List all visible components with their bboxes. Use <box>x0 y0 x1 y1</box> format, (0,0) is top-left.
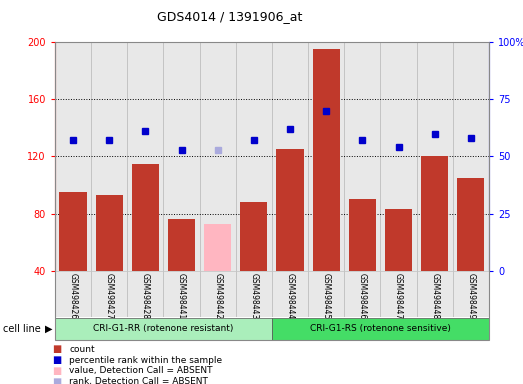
Text: value, Detection Call = ABSENT: value, Detection Call = ABSENT <box>69 366 212 376</box>
Bar <box>163 42 200 271</box>
Bar <box>91 42 127 271</box>
Bar <box>200 42 236 271</box>
Bar <box>55 318 272 340</box>
Bar <box>349 199 376 271</box>
Text: CRI-G1-RR (rotenone resistant): CRI-G1-RR (rotenone resistant) <box>93 324 234 333</box>
Text: GSM498427: GSM498427 <box>105 273 113 319</box>
Bar <box>236 42 272 271</box>
Bar <box>272 318 489 340</box>
Text: ■: ■ <box>52 344 62 354</box>
Text: percentile rank within the sample: percentile rank within the sample <box>69 356 222 365</box>
Bar <box>457 178 484 271</box>
Bar <box>380 42 417 271</box>
Text: ■: ■ <box>52 377 62 384</box>
Bar <box>204 223 231 271</box>
Text: GSM498444: GSM498444 <box>286 273 294 319</box>
Bar <box>60 192 87 271</box>
Bar <box>417 271 453 317</box>
Bar <box>344 42 380 271</box>
Text: ■: ■ <box>52 366 62 376</box>
Text: GSM498445: GSM498445 <box>322 273 331 319</box>
Bar <box>277 149 304 271</box>
Text: GSM498442: GSM498442 <box>213 273 222 319</box>
Text: rank, Detection Call = ABSENT: rank, Detection Call = ABSENT <box>69 377 208 384</box>
Bar <box>272 271 308 317</box>
Bar <box>417 42 453 271</box>
Bar <box>127 42 163 271</box>
Text: ■: ■ <box>52 355 62 365</box>
Bar <box>200 271 236 317</box>
Bar <box>453 42 489 271</box>
Text: GSM498428: GSM498428 <box>141 273 150 319</box>
Bar <box>168 219 195 271</box>
Text: count: count <box>69 345 95 354</box>
Bar <box>163 271 200 317</box>
Bar <box>127 271 163 317</box>
Bar <box>453 271 489 317</box>
Bar <box>132 164 159 271</box>
Text: GSM498443: GSM498443 <box>249 273 258 319</box>
Bar <box>380 271 417 317</box>
Bar <box>385 209 412 271</box>
Bar <box>344 271 380 317</box>
Text: CRI-G1-RS (rotenone sensitive): CRI-G1-RS (rotenone sensitive) <box>310 324 451 333</box>
Bar <box>236 271 272 317</box>
Text: GSM498441: GSM498441 <box>177 273 186 319</box>
Text: GSM498446: GSM498446 <box>358 273 367 319</box>
Text: GSM498447: GSM498447 <box>394 273 403 319</box>
Bar <box>272 42 308 271</box>
Text: cell line: cell line <box>3 324 40 334</box>
Bar <box>308 42 344 271</box>
Text: ▶: ▶ <box>45 324 52 334</box>
Bar <box>240 202 267 271</box>
Bar <box>421 157 448 271</box>
Bar <box>55 271 91 317</box>
Bar <box>308 271 344 317</box>
Bar <box>96 195 123 271</box>
Text: GSM498449: GSM498449 <box>467 273 475 319</box>
Text: GSM498426: GSM498426 <box>69 273 77 319</box>
Text: GSM498448: GSM498448 <box>430 273 439 319</box>
Bar <box>55 42 91 271</box>
Bar <box>313 50 340 271</box>
Bar <box>91 271 127 317</box>
Text: GDS4014 / 1391906_at: GDS4014 / 1391906_at <box>157 10 303 23</box>
